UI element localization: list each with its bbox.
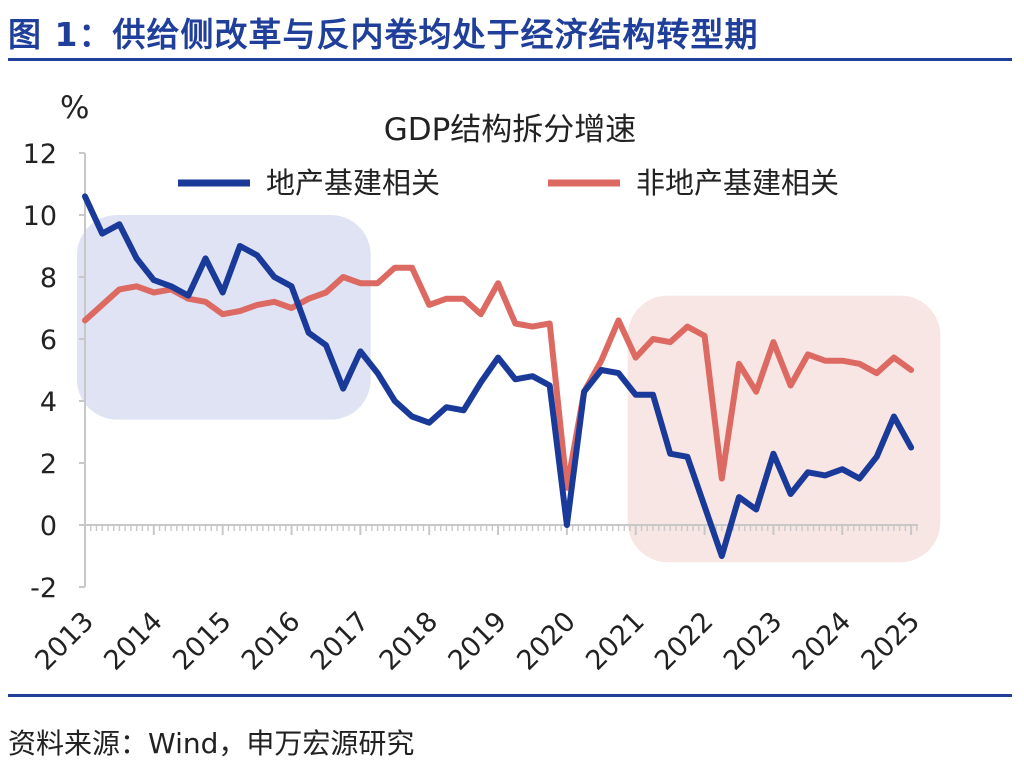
x-tick-label: 2016 — [236, 606, 307, 677]
chart-series — [82, 193, 915, 559]
y-tick-label: 0 — [40, 511, 57, 542]
title-divider — [8, 58, 1012, 61]
legend-item-nonproperty-label: 非地产基建相关 — [636, 166, 839, 200]
line-chart: -202468101220132014201520162017201820192… — [23, 90, 941, 677]
series-line-property — [82, 193, 915, 559]
highlight-regions — [77, 215, 941, 563]
legend-item-property-label: 地产基建相关 — [266, 166, 440, 200]
x-tick-label: 2015 — [167, 606, 238, 677]
source-note: 资料来源：Wind，申万宏源研究 — [8, 727, 415, 760]
legend: 地产基建相关 非地产基建相关 — [178, 166, 839, 200]
x-tick-label: 2023 — [718, 606, 789, 677]
y-tick-label: 2 — [40, 449, 57, 480]
figure-title: 图 1：供给侧改革与反内卷均处于经济结构转型期 — [8, 15, 759, 54]
x-tick-label: 2025 — [856, 606, 927, 677]
y-tick-label: -2 — [30, 573, 57, 604]
x-tick-label: 2019 — [442, 606, 513, 677]
y-tick-label: 10 — [23, 201, 57, 232]
chart-title: GDP结构拆分增速 — [384, 112, 637, 148]
x-tick-label: 2021 — [580, 606, 651, 677]
x-tick-label: 2024 — [787, 606, 858, 677]
y-tick-label: 6 — [40, 325, 57, 356]
y-tick-label: 4 — [40, 387, 57, 418]
y-tick-label: 12 — [23, 139, 57, 170]
x-tick-label: 2013 — [29, 606, 100, 677]
y-axis-unit: % — [60, 90, 89, 126]
y-tick-label: 8 — [40, 263, 57, 294]
x-tick-label: 2018 — [374, 606, 445, 677]
series-line-nonproperty — [82, 264, 915, 491]
x-tick-label: 2014 — [98, 606, 169, 677]
footer-divider — [8, 694, 1012, 697]
x-tick-label: 2017 — [305, 606, 376, 677]
chart-axes — [79, 152, 918, 588]
x-tick-label: 2022 — [649, 606, 720, 677]
highlight-region — [77, 215, 371, 420]
x-tick-label: 2020 — [511, 606, 582, 677]
